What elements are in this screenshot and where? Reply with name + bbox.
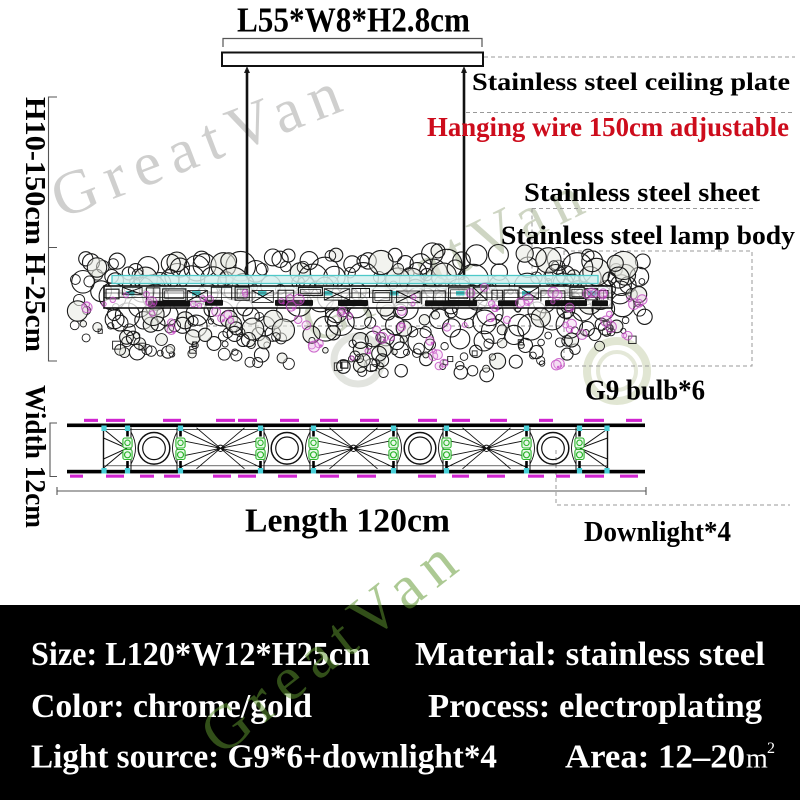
svg-text:m: m <box>746 744 768 775</box>
svg-text:Process: electroplating: Process: electroplating <box>428 688 762 725</box>
svg-text:G9 bulb*6: G9 bulb*6 <box>585 376 705 407</box>
svg-text:Stainless steel ceiling plate: Stainless steel ceiling plate <box>472 67 790 96</box>
svg-text:Light source: G9*6+downlight*4: Light source: G9*6+downlight*4 <box>31 739 497 776</box>
svg-text:H10-150cm: H10-150cm <box>19 97 50 245</box>
svg-text:Material: stainless steel: Material: stainless steel <box>415 636 765 673</box>
svg-text:L55*W8*H2.8cm: L55*W8*H2.8cm <box>237 1 470 40</box>
svg-text:Area: 12–20: Area: 12–20 <box>565 739 745 776</box>
svg-text:Size: L120*W12*H25cm: Size: L120*W12*H25cm <box>31 636 370 673</box>
svg-text:Length 120cm: Length 120cm <box>245 503 450 540</box>
svg-text:H-25cm: H-25cm <box>19 253 50 352</box>
svg-text:Width 12cm: Width 12cm <box>19 385 50 528</box>
svg-text:2: 2 <box>767 740 775 757</box>
svg-text:Stainless steel lamp body: Stainless steel lamp body <box>501 220 795 250</box>
svg-text:Stainless steel sheet: Stainless steel sheet <box>524 177 760 207</box>
svg-text:Color: chrome/gold: Color: chrome/gold <box>31 688 312 725</box>
svg-text:Downlight*4: Downlight*4 <box>584 516 731 548</box>
svg-text:Hanging wire 150cm adjustable: Hanging wire 150cm adjustable <box>427 112 789 142</box>
